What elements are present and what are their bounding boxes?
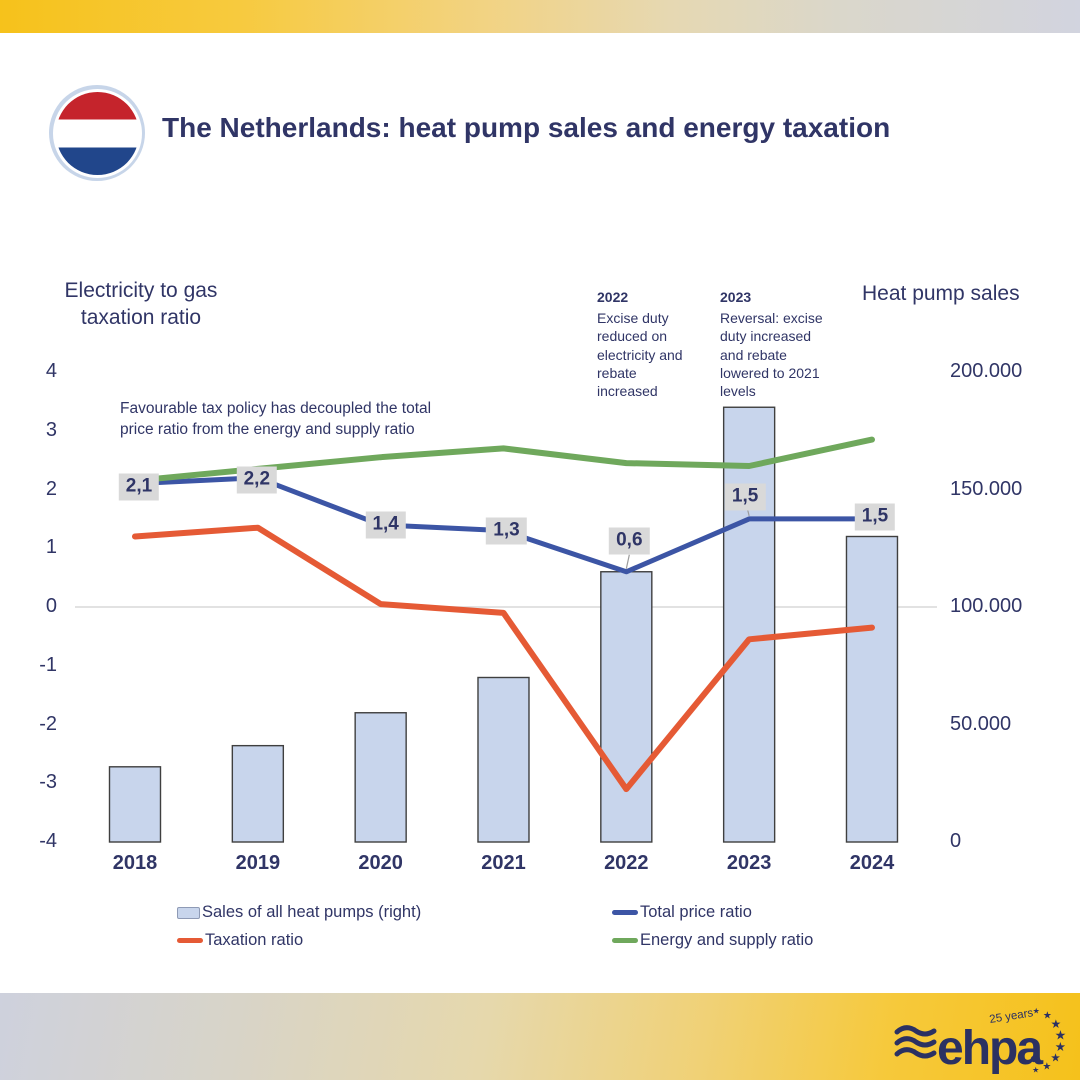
legend-item-energy-supply-ratio: Energy and supply ratio [612,931,813,950]
annotation-2022-text: Excise duty reduced on electricity and r… [597,310,683,399]
left-axis-tick--2: -2 [39,712,57,735]
legend-label: Energy and supply ratio [640,931,814,949]
right-axis-tick-150.000: 150.000 [950,477,1023,500]
x-axis-label-2020: 2020 [358,852,403,874]
ehpa-logo: ehpa 25 years ★ ★★★★★★★ [894,1007,1066,1075]
legend-item-sales: Sales of all heat pumps (right) [177,903,421,922]
left-axis-tick--4: -4 [39,830,57,852]
label-leader-2022 [625,554,630,569]
annotation-2023-year: 2023 [720,289,752,305]
bar-2024 [845,535,899,843]
right-axis-tick-200.000: 200.000 [950,360,1023,382]
top-gradient-band [0,0,1080,33]
bar-2021 [477,676,530,843]
eu-star-icon: ★ [1055,1040,1066,1054]
left-axis-tick-1: 1 [45,536,57,559]
eu-star-icon: ★ [1050,1017,1061,1031]
x-axis-label-2021: 2021 [481,852,526,874]
x-axis-label-2023: 2023 [726,852,772,874]
eu-stars-icon: ★ ★★★★★★★ [1032,1007,1066,1075]
page-title: The Netherlands: heat pump sales and ene… [162,112,891,143]
line-swatch-icon [612,910,638,915]
left-axis-tick-0: 0 [45,595,57,617]
left-axis-tick-4: 4 [45,360,57,382]
legend-label: Taxation ratio [205,931,304,949]
data-label-2018: 2,1 [118,473,160,501]
eu-star-icon: ★ [1043,1011,1052,1022]
x-axis-label-2022: 2022 [604,852,649,874]
bar-swatch-icon [177,906,200,919]
right-axis-title: Heat pump sales [862,282,1020,305]
eu-star-icon: ★ [1033,1007,1040,1016]
annotation-2023: 2023 Reversal: excise duty increased and… [720,288,824,400]
bar-2018 [108,766,162,843]
bottom-gradient-band [0,993,1080,1080]
data-label-2019: 2,2 [236,466,278,494]
legend-item-taxation-ratio: Taxation ratio [177,931,303,950]
ehpa-dot [1030,1055,1038,1063]
x-axis-label-2018: 2018 [112,852,158,874]
data-label-2024: 1,5 [854,503,896,531]
line-swatch-icon [177,938,203,943]
bar-2023 [722,406,776,843]
left-axis-tick-3: 3 [45,418,57,441]
netherlands-flag-icon [49,85,145,181]
flag-stripes [55,91,139,175]
right-axis-tick-100.000: 100.000 [950,595,1023,617]
eu-star-icon: ★ [1055,1027,1067,1042]
left-axis-tick--3: -3 [39,771,57,794]
eu-star-icon: ★ [1032,1066,1039,1075]
bar-2019 [231,744,285,843]
eu-star-icon: ★ [1050,1053,1060,1065]
bar-2022 [600,571,653,843]
legend-label: Sales of all heat pumps (right) [202,903,422,921]
line-swatch-icon [612,938,638,943]
ehpa-waves-icon [894,1025,937,1059]
line-taxation-ratio [132,524,875,793]
ehpa-wordmark: ehpa [937,1022,1043,1075]
eu-star-icon: ★ [1042,1061,1051,1072]
bar-2020 [354,712,407,843]
data-label-2020: 1,4 [365,511,406,539]
legend-item-total-price-ratio: Total price ratio [612,903,752,922]
x-axis-label-2019: 2019 [235,852,281,874]
annotation-decoupled: Favourable tax policy has decoupled the … [120,400,432,438]
left-axis-tick-2: 2 [45,477,57,500]
annotation-2022-year: 2022 [597,289,629,305]
annotation-2023-text: Reversal: excise duty increased and reba… [720,310,823,399]
flag-inner-ring [52,88,142,178]
right-axis-tick-0: 0 [950,830,962,852]
left-axis-title: Electricity to gas taxation ratio [64,279,218,330]
data-label-2021: 1,3 [486,517,527,545]
x-axis-label-2024: 2024 [849,852,895,874]
data-label-2023: 1,5 [724,483,766,511]
data-label-2022: 0,6 [609,527,650,555]
legend-label: Total price ratio [640,903,752,921]
right-axis-tick-50.000: 50.000 [950,712,1012,735]
annotation-2022: 2022 Excise duty reduced on electricity … [597,288,701,400]
left-axis-tick--1: -1 [39,653,57,676]
